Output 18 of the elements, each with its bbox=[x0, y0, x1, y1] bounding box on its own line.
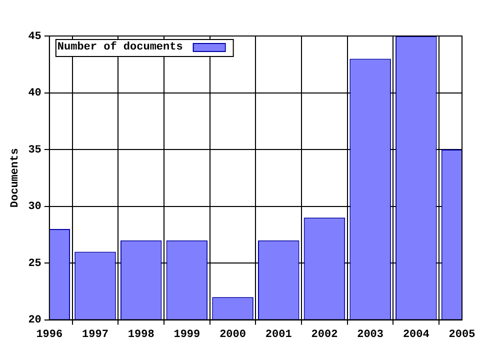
x-tick-label: 1996 bbox=[36, 329, 63, 342]
x-tick-label: 2005 bbox=[448, 329, 476, 342]
legend-label: Number of documents bbox=[57, 40, 183, 54]
y-tick-label: 35 bbox=[28, 144, 42, 156]
x-tick-label: 1999 bbox=[174, 329, 200, 342]
x-tick-label: 1998 bbox=[128, 329, 155, 342]
x-tick-label: 2003 bbox=[357, 329, 384, 342]
x-tick-label: 2002 bbox=[311, 329, 338, 342]
y-tick-label: 20 bbox=[28, 314, 42, 327]
y-tick-label: 45 bbox=[28, 30, 42, 43]
y-axis-title: Documents bbox=[9, 148, 22, 208]
x-tick-label: 1997 bbox=[82, 329, 108, 342]
x-tick-label: 2004 bbox=[402, 329, 430, 342]
x-tick-label: 2001 bbox=[265, 329, 292, 342]
x-tick-label: 2000 bbox=[220, 329, 246, 342]
y-tick-label: 40 bbox=[28, 88, 42, 100]
y-tick-label: 25 bbox=[28, 258, 42, 270]
y-tick-label: 30 bbox=[28, 201, 42, 214]
